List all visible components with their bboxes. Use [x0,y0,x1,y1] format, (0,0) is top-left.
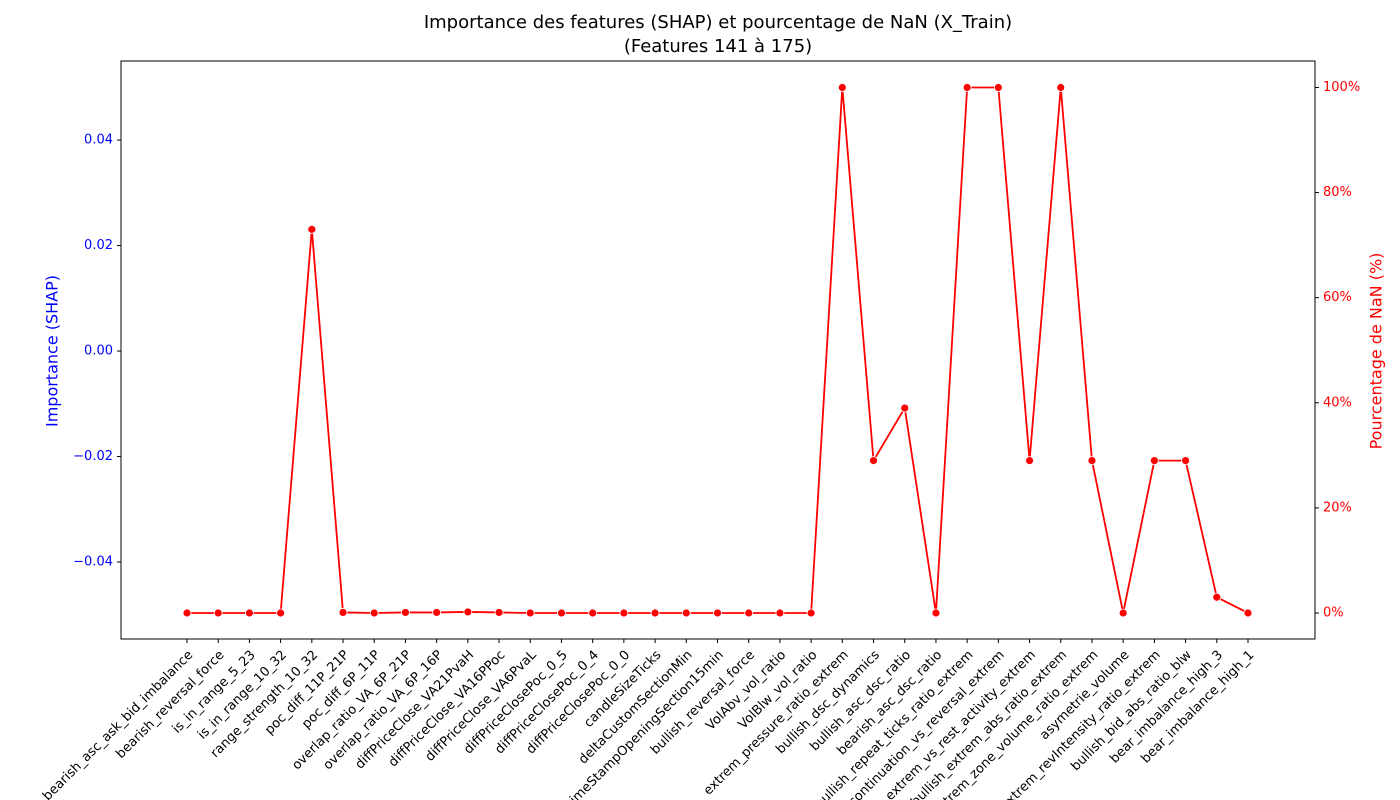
nan-point [775,608,785,618]
nan-point [681,608,691,618]
nan-point [557,608,566,618]
nan-point [1243,608,1253,618]
nan-point [1212,592,1222,602]
nan-line [187,86,1249,614]
nan-point [993,83,1003,92]
y2-tick-label: 0% [1323,605,1344,620]
nan-point [744,608,754,618]
nan-point [432,608,442,617]
nan-point [869,456,878,465]
nan-point [369,608,379,618]
y-axis-label: Importance (SHAP) [43,275,62,427]
nan-point [713,608,722,618]
nan-point [806,608,816,618]
chart-subtitle: (Features 141 à 175) [624,36,812,57]
y-tick-label: 0.02 [84,238,113,253]
nan-point [588,608,598,618]
nan-point [494,608,504,617]
y2-axis-label: Pourcentage de NaN (%) [1367,253,1386,450]
y2-tick-label: 80% [1323,185,1352,200]
y-tick-label: −0.04 [73,555,113,570]
nan-point [1087,456,1097,465]
nan-point [962,83,972,92]
nan-point [900,403,910,413]
y-tick-label: 0.00 [84,344,113,359]
y2-tick-label: 40% [1323,395,1352,410]
nan-point [1181,456,1190,465]
nan-point [837,83,847,92]
nan-point [1056,83,1066,92]
nan-point [338,608,348,617]
chart-title: Importance des features (SHAP) et pource… [424,12,1012,33]
nan-point [1025,456,1034,465]
nan-point [463,607,473,617]
y2-tick-label: 100% [1323,80,1360,95]
nan-point [182,608,192,618]
nan-point [307,224,317,234]
nan-point [213,608,223,618]
y2-tick-label: 60% [1323,290,1352,305]
nan-point [525,608,535,618]
nan-point [1118,608,1128,618]
nan-point [401,608,410,617]
y-tick-label: −0.02 [73,449,113,464]
nan-point [1149,456,1159,465]
nan-point [276,608,286,618]
nan-point [931,608,941,618]
nan-point [245,608,254,618]
y2-tick-label: 20% [1323,500,1352,515]
nan-point [619,608,629,618]
y-tick-label: 0.04 [84,133,113,148]
nan-point [650,608,660,618]
